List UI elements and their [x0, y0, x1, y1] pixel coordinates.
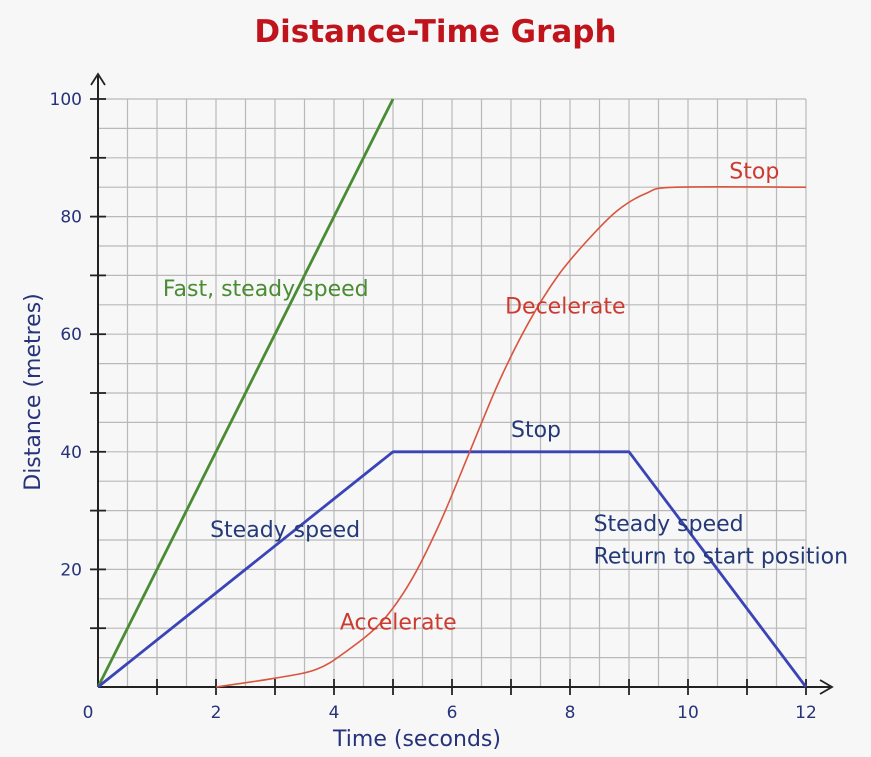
series-red-line — [215, 185, 807, 688]
axes — [90, 72, 834, 695]
series-lines — [96, 98, 808, 689]
x-tick-label: 6 — [447, 703, 458, 723]
x-tick-label: 4 — [329, 703, 340, 723]
annotation-text: Stop — [511, 418, 561, 443]
annotation-text: Fast, steady speed — [163, 277, 369, 302]
x-tick-label: 8 — [565, 703, 576, 723]
x-tick-label: 2 — [211, 703, 222, 723]
x-axis-arrow — [819, 679, 834, 695]
y-axis-title: Distance (metres) — [21, 293, 46, 491]
axis-labels: 0 2 4 6 8 10 12 20 40 60 80 100 Time (seconds) Distan… — [21, 90, 817, 752]
y-tick-label: 100 — [50, 90, 82, 110]
x-tick-label: 10 — [677, 703, 699, 723]
annotation-text: Decelerate — [505, 295, 625, 320]
y-tick-label: 40 — [60, 443, 82, 463]
x-tick-label: 0 — [83, 703, 94, 723]
y-tick-label: 20 — [60, 560, 82, 580]
x-axis-title: Time (seconds) — [332, 727, 501, 752]
annotation-text: Return to start position — [594, 545, 848, 570]
series-blue-line — [97, 450, 808, 689]
annotation-text: Steady speed — [210, 518, 360, 543]
series-green-line — [96, 98, 395, 688]
annotation-text: Stop — [729, 159, 779, 184]
y-axis-arrow — [90, 72, 106, 86]
x-tick-label: 12 — [795, 703, 817, 723]
y-tick-label: 80 — [60, 208, 82, 228]
grid — [97, 98, 807, 688]
annotation-text: Steady speed — [594, 512, 744, 537]
y-tick-label: 60 — [60, 325, 82, 345]
annotations: Fast, steady speed Steady speed Stop Steady… — [163, 159, 848, 635]
chart-title: Distance-Time Graph — [254, 14, 617, 50]
annotation-text: Accelerate — [340, 610, 457, 635]
